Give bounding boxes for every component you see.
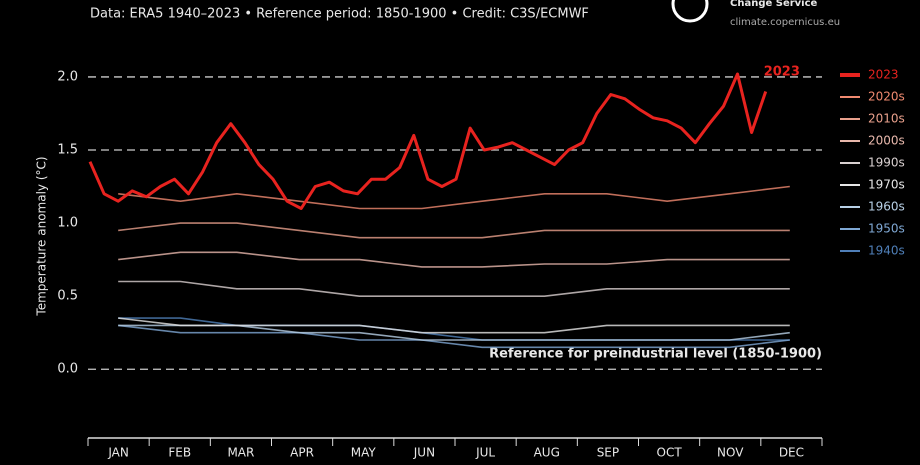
legend-label: 2020s: [868, 90, 905, 104]
legend-label: 2000s: [868, 134, 905, 148]
y-tick-label: 0.0: [57, 362, 78, 377]
decade-line: [118, 222, 790, 239]
decade-line: [118, 280, 790, 297]
logo-url: climate.copernicus.eu: [730, 17, 840, 28]
annotation: Reference for preindustrial level (1850-…: [489, 347, 822, 362]
decade-line: [118, 324, 790, 349]
x-tick-label: OCT: [657, 446, 683, 460]
y-tick-label: 0.5: [57, 289, 78, 304]
series-end-label: 2023: [764, 65, 800, 80]
y-tick-label: 1.5: [57, 143, 78, 158]
legend-label: 1990s: [868, 156, 905, 170]
x-tick-label: DEC: [779, 446, 804, 460]
logo: [671, 0, 709, 23]
legend-label: 2010s: [868, 112, 905, 126]
chart-header: Data: ERA5 1940–2023 • Reference period:…: [90, 7, 589, 22]
x-tick-label: MAY: [351, 446, 377, 460]
x-tick-label: JAN: [107, 446, 129, 460]
legend-label: 1950s: [868, 222, 905, 236]
x-tick-label: JUL: [475, 446, 495, 460]
x-tick-label: AUG: [534, 446, 560, 460]
y-tick-label: 2.0: [57, 69, 78, 84]
decade-line: [118, 317, 790, 341]
decade-line: [118, 251, 790, 268]
x-tick-label: APR: [290, 446, 314, 460]
x-tick-label: JUN: [413, 446, 435, 460]
decade-line: [118, 317, 790, 334]
y-tick-label: 1.0: [57, 216, 78, 231]
x-tick-label: FEB: [168, 446, 191, 460]
x-tick-label: NOV: [717, 446, 744, 460]
x-tick-label: SEP: [597, 446, 619, 460]
legend-label: 1960s: [868, 200, 905, 214]
legend-label: 1970s: [868, 178, 905, 192]
x-tick-label: MAR: [227, 446, 254, 460]
decade-line: [118, 185, 790, 210]
legend-label: 2023: [868, 68, 899, 82]
logo-text: Change Service: [730, 0, 818, 9]
highlight-line: [88, 72, 768, 210]
y-axis-label: Temperature anomaly (°C): [35, 156, 49, 316]
legend-label: 1940s: [868, 244, 905, 258]
